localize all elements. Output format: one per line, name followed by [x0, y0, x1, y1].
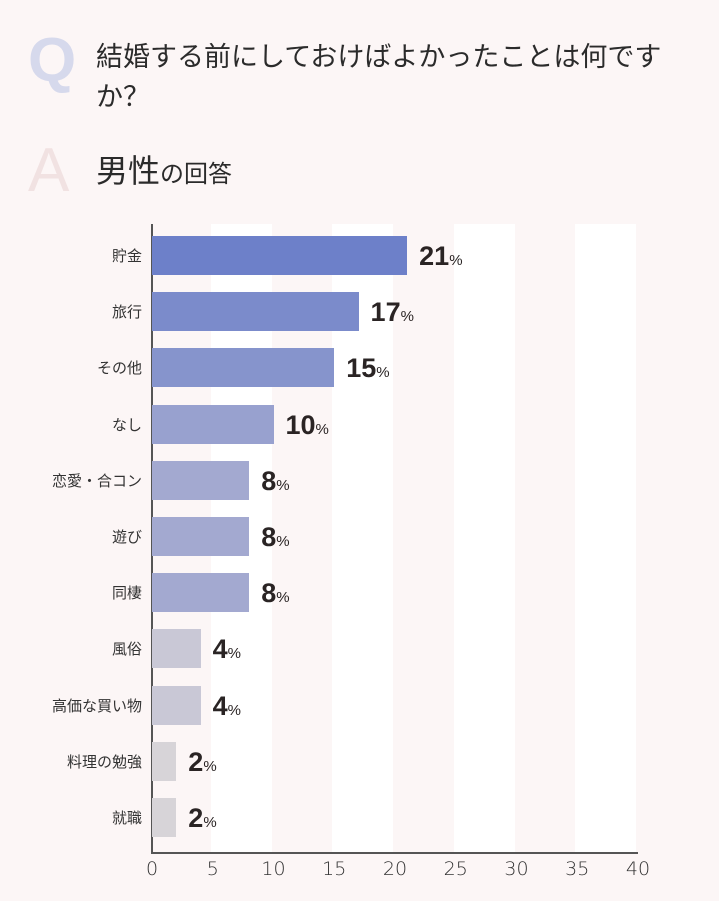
category-label: 料理の勉強 — [66, 752, 142, 771]
x-tick-label: 0 — [145, 858, 159, 880]
value-label: 4% — [212, 634, 241, 665]
value-label: 8% — [261, 522, 290, 552]
value-label: 21% — [419, 241, 463, 271]
bar — [152, 741, 177, 781]
x-tick-label: 30 — [504, 858, 529, 880]
bar — [152, 292, 359, 332]
category-label: 風俗 — [111, 640, 142, 659]
x-tick-label: 40 — [625, 858, 651, 880]
bar — [152, 404, 274, 444]
value-label: 2% — [188, 803, 217, 833]
x-tick-label: 10 — [261, 858, 286, 880]
bar — [152, 460, 250, 500]
value-label: 8% — [261, 578, 290, 609]
category-label: その他 — [96, 359, 142, 378]
value-label: 8% — [261, 465, 290, 496]
x-axis-line — [151, 852, 638, 854]
bar — [152, 236, 408, 275]
answer-heading: 男性の回答 — [96, 146, 232, 192]
value-label: 4% — [212, 690, 241, 721]
grid-stripe — [453, 224, 515, 852]
q-letter: Q — [28, 26, 77, 95]
category-label: 同棲 — [111, 584, 142, 603]
bar — [152, 573, 250, 613]
bar — [152, 629, 201, 669]
x-tick-label: 15 — [322, 858, 347, 880]
value-label: 15% — [346, 353, 390, 384]
category-label: 旅行 — [111, 303, 142, 322]
x-tick-label: 25 — [443, 858, 468, 880]
x-tick-label: 20 — [382, 858, 408, 880]
bar — [152, 685, 201, 725]
value-label: 2% — [188, 746, 217, 777]
value-label: 10% — [285, 409, 329, 440]
bar — [152, 798, 177, 837]
bar — [152, 348, 335, 388]
category-label: 遊び — [111, 528, 142, 546]
category-label: 就職 — [111, 809, 142, 827]
value-label: 17% — [370, 297, 414, 328]
grid-stripe — [575, 224, 636, 852]
category-label: なし — [111, 415, 142, 434]
category-label: 貯金 — [111, 247, 142, 265]
bar — [152, 517, 250, 556]
a-letter: A — [28, 136, 70, 205]
y-axis-line — [151, 224, 153, 853]
question-text: 結婚する前にしておけばよかったことは何ですか？ — [96, 42, 662, 113]
answer-main: 男性 — [96, 152, 161, 190]
category-label: 恋愛・合コン — [51, 471, 142, 490]
answer-sub: の回答 — [160, 160, 233, 188]
x-tick-label: 5 — [206, 858, 219, 880]
x-tick-label: 35 — [565, 858, 590, 880]
category-label: 高価な買い物 — [51, 696, 142, 715]
